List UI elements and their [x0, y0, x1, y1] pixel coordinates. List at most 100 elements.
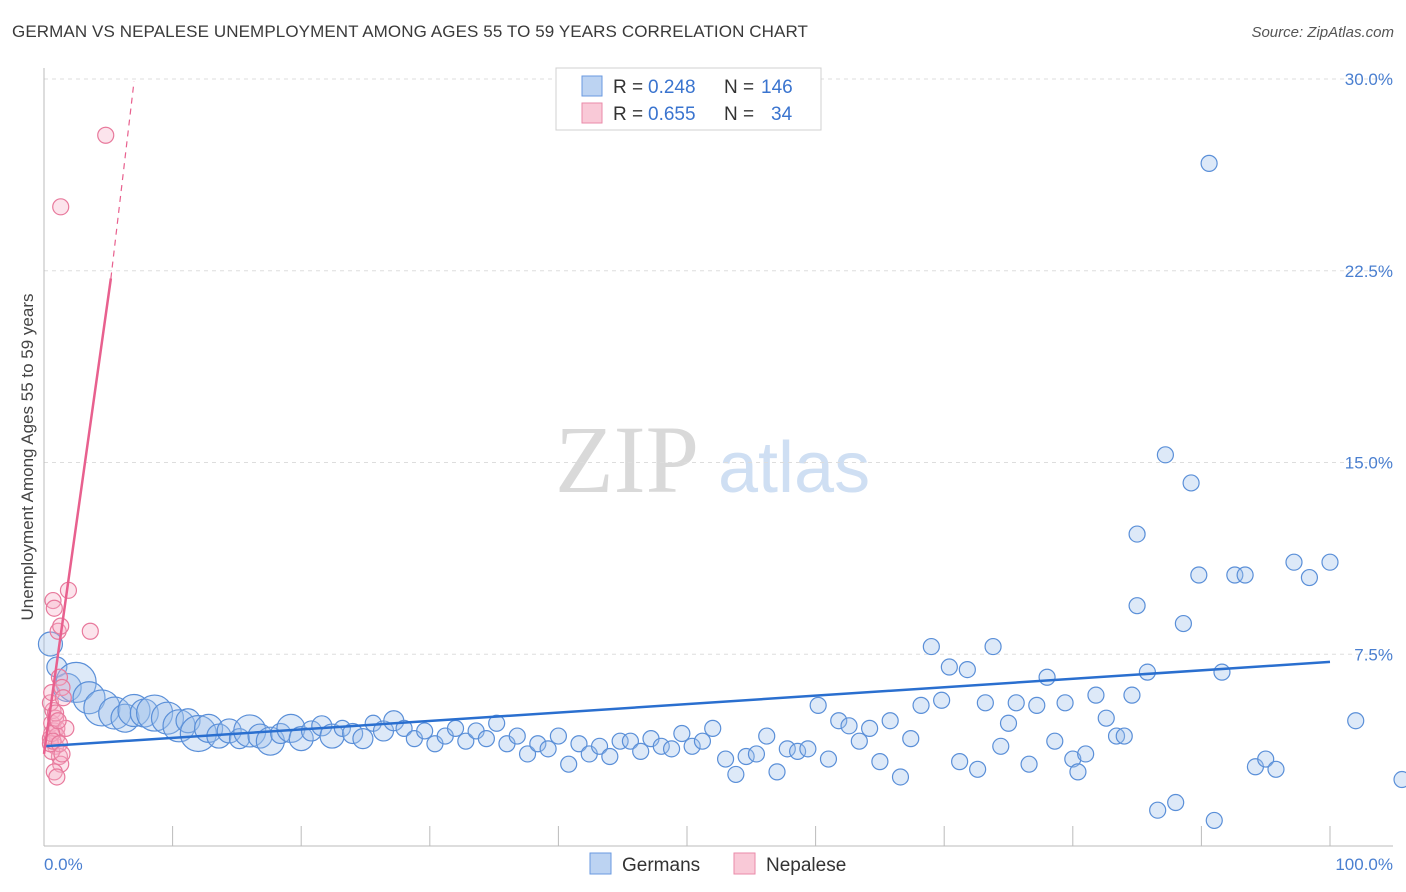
- data-point: [1321, 553, 1339, 571]
- data-point: [727, 765, 745, 784]
- data-point: [488, 714, 506, 732]
- legend-swatch-nepalese: [581, 102, 603, 124]
- chart-title: GERMAN VS NEPALESE UNEMPLOYMENT AMONG AG…: [12, 22, 809, 41]
- data-point: [518, 745, 537, 763]
- data-point: [395, 719, 413, 737]
- data-point: [1046, 732, 1064, 750]
- data-point: [54, 689, 72, 707]
- legend-n-value-germans: 146: [761, 77, 793, 98]
- data-point: [1347, 712, 1365, 730]
- data-point: [683, 737, 701, 755]
- data-point: [992, 737, 1010, 755]
- y-tick-label: 15.0%: [1345, 454, 1393, 473]
- data-point: [819, 750, 838, 768]
- data-point: [570, 735, 588, 753]
- data-point: [632, 742, 650, 761]
- axes: [43, 68, 1393, 847]
- data-point: [1020, 755, 1038, 773]
- data-point: [881, 712, 899, 730]
- data-point: [716, 750, 735, 768]
- data-point: [976, 694, 994, 712]
- data-point: [1056, 694, 1074, 712]
- data-point: [850, 732, 868, 750]
- bottom-legend-swatch-nepalese: [733, 852, 756, 875]
- data-point: [652, 737, 670, 755]
- legend-swatch-germans: [581, 75, 603, 97]
- data-point: [1097, 709, 1115, 727]
- tick-labels: 7.5% 15.0% 22.5% 30.0% 0.0% 100.0%: [44, 70, 1393, 874]
- data-point: [984, 637, 1002, 656]
- data-point: [969, 760, 987, 778]
- data-point: [539, 740, 557, 758]
- data-point: [247, 723, 273, 749]
- legend-r-value-nepalese: 0.655: [648, 104, 696, 125]
- y-tick-label: 30.0%: [1345, 70, 1393, 89]
- y-axis-label: Unemployment Among Ages 55 to 59 years: [18, 294, 37, 621]
- bottom-legend-swatch-germans: [589, 852, 612, 875]
- data-point: [871, 753, 889, 771]
- data-point: [958, 660, 976, 679]
- legend-r-label-germans: R =: [613, 77, 643, 98]
- data-point: [457, 732, 475, 750]
- bottom-legend: Germans Nepalese: [589, 852, 846, 876]
- data-point: [704, 719, 722, 737]
- data-point: [1182, 474, 1200, 492]
- data-point: [1077, 745, 1095, 763]
- data-point: [601, 747, 619, 766]
- data-point: [1267, 760, 1285, 778]
- data-point: [861, 719, 879, 737]
- data-point: [1028, 696, 1046, 714]
- data-point: [621, 732, 640, 750]
- data-point: [933, 691, 951, 709]
- data-point: [1087, 686, 1105, 704]
- data-point: [560, 755, 578, 773]
- source-credit: Source: ZipAtlas.com: [1251, 24, 1394, 41]
- data-point: [768, 763, 786, 781]
- data-point: [830, 712, 848, 730]
- trend-lines: [42, 81, 1331, 755]
- data-point: [45, 599, 63, 617]
- y-tick-label: 22.5%: [1345, 262, 1393, 281]
- x-tick-label: 100.0%: [1335, 855, 1393, 874]
- legend-n-value-nepalese: 34: [771, 104, 793, 125]
- data-point: [1285, 553, 1303, 571]
- watermark-atlas: atlas: [718, 428, 870, 508]
- data-point: [693, 732, 712, 750]
- data-point: [891, 768, 910, 786]
- data-point: [1115, 727, 1133, 745]
- data-point: [48, 768, 66, 786]
- data-point: [590, 737, 609, 755]
- data-point: [1174, 614, 1192, 633]
- data-point: [799, 740, 817, 758]
- data-point: [737, 747, 755, 766]
- data-point: [117, 693, 151, 728]
- data-point: [352, 728, 374, 750]
- data-point: [1200, 154, 1218, 172]
- data-point: [1138, 663, 1156, 681]
- legend-n-label-nepalese: N =: [724, 104, 754, 125]
- data-point: [416, 722, 434, 740]
- data-point: [747, 745, 766, 763]
- grid: [44, 78, 1393, 655]
- legend-r-value-germans: 0.248: [648, 77, 696, 98]
- data-point: [1167, 793, 1185, 812]
- x-tick-label: 0.0%: [44, 855, 83, 874]
- data-point: [1300, 568, 1319, 587]
- data-point: [1064, 750, 1082, 768]
- legend-n-label-germans: N =: [724, 77, 754, 98]
- data-point: [951, 753, 969, 771]
- data-point: [1156, 446, 1174, 464]
- data-point: [840, 717, 858, 735]
- data-point: [311, 715, 333, 737]
- data-point: [72, 681, 106, 715]
- data-point: [1205, 811, 1223, 830]
- data-point: [97, 126, 115, 144]
- data-point: [81, 622, 99, 640]
- data-point: [508, 727, 526, 745]
- nepalese-trend-line: [42, 278, 113, 755]
- data-point: [477, 730, 495, 748]
- data-point: [529, 735, 547, 753]
- y-tick-label: 7.5%: [1354, 645, 1393, 664]
- data-point: [1069, 763, 1087, 781]
- data-point: [902, 730, 920, 748]
